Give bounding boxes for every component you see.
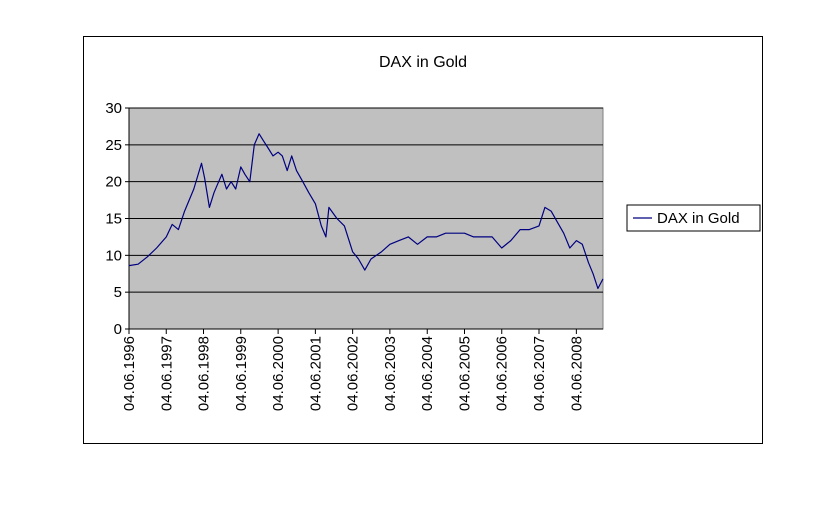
y-tick-label: 0 <box>114 321 122 338</box>
x-tick-label: 04.06.2000 <box>270 336 287 411</box>
x-tick-label: 04.06.2004 <box>419 336 436 411</box>
axes <box>125 107 603 334</box>
series-layer <box>128 133 604 290</box>
series-line-0 <box>128 133 604 290</box>
y-tick-label: 20 <box>105 174 122 191</box>
y-tick-label: 15 <box>105 211 122 228</box>
x-tick-label: 04.06.1997 <box>158 336 175 411</box>
x-tick-label: 04.06.2006 <box>494 336 511 411</box>
x-tick-label: 04.06.1998 <box>196 336 213 411</box>
legend: DAX in Gold <box>626 204 761 232</box>
gridlines <box>129 107 603 293</box>
y-tick-label: 5 <box>114 284 122 301</box>
tick-labels: 0 5 10 15 20 25 30 04.06.1996 04.06.1997 04.06.19… <box>105 100 585 411</box>
dax-gold-chart: DAX in Gold 0 5 10 15 20 25 30 04.06.1996 04.06.… <box>105 54 761 411</box>
x-tick-label: 04.06.2003 <box>382 336 399 411</box>
x-tick-label: 04.06.2005 <box>456 336 473 411</box>
legend-label: DAX in Gold <box>657 210 740 227</box>
x-tick-label: 04.06.1996 <box>121 336 138 411</box>
y-tick-label: 25 <box>105 137 122 154</box>
x-tick-label: 04.06.2008 <box>568 336 585 411</box>
x-tick-label: 04.06.2001 <box>307 336 324 411</box>
x-tick-label: 04.06.1999 <box>233 336 250 411</box>
y-tick-label: 30 <box>105 100 122 117</box>
chart-title: DAX in Gold <box>379 54 467 71</box>
x-tick-label: 04.06.2007 <box>531 336 548 411</box>
y-tick-label: 10 <box>105 247 122 264</box>
x-tick-label: 04.06.2002 <box>345 336 362 411</box>
chart-frame: DAX in Gold 0 5 10 15 20 25 30 04.06.1996 04.06.… <box>83 36 763 444</box>
